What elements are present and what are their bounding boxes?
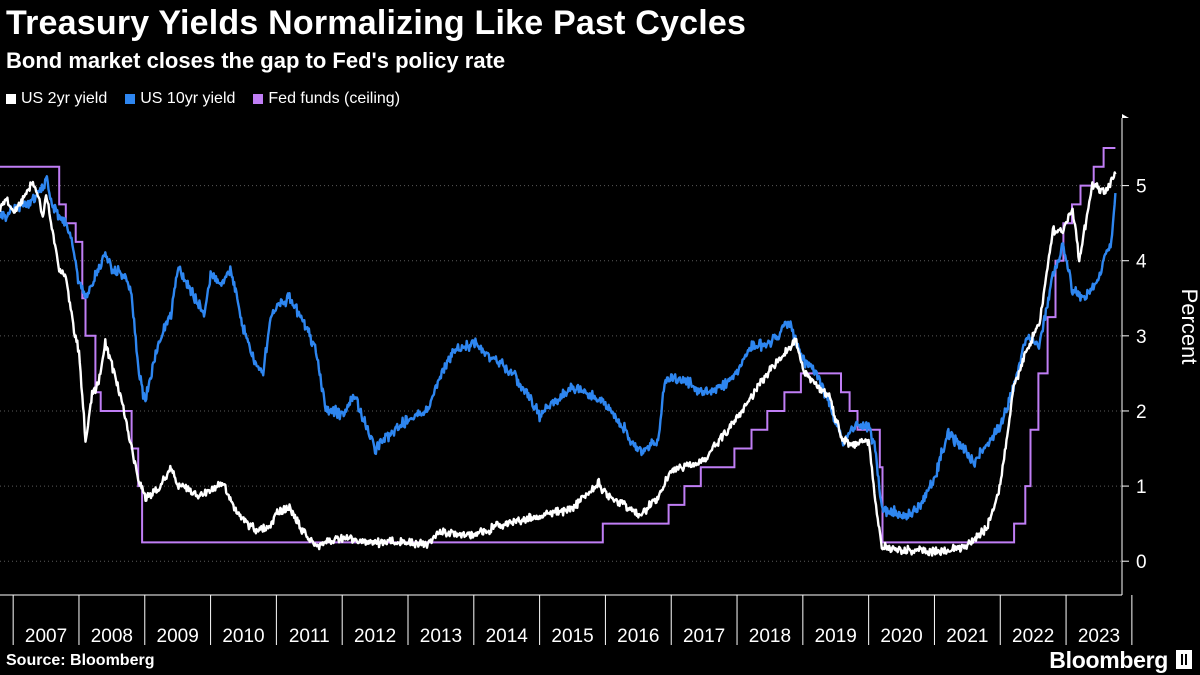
legend-item-fed-funds: Fed funds (ceiling): [253, 90, 400, 108]
y-tick-label-5: 5: [1136, 177, 1147, 198]
chart-legend: US 2yr yield US 10yr yield Fed funds (ce…: [6, 90, 400, 108]
chart-subtitle: Bond market closes the gap to Fed's poli…: [6, 48, 506, 73]
x-tick-label-2015: 2015: [551, 626, 593, 647]
legend-item-10yr: US 10yr yield: [125, 90, 235, 108]
x-tick-label-2008: 2008: [91, 626, 133, 647]
y-tick-label-0: 0: [1136, 552, 1147, 573]
x-tick-label-2022: 2022: [1012, 626, 1054, 647]
y-tick-label-4: 4: [1136, 252, 1147, 273]
x-tick-label-2016: 2016: [617, 626, 659, 647]
x-tick-label-2019: 2019: [815, 626, 857, 647]
legend-swatch-fed-funds: [253, 94, 264, 104]
x-tick-label-2023: 2023: [1078, 626, 1120, 647]
legend-item-2yr: US 2yr yield: [6, 90, 107, 108]
x-tick-label-2017: 2017: [683, 626, 725, 647]
bloomberg-logo: Bloomberg: [1049, 647, 1168, 673]
y-axis-arrow-icon: [1122, 114, 1129, 118]
y-tick-label-2: 2: [1136, 402, 1147, 423]
y-tick-label-1: 1: [1136, 477, 1147, 498]
source-note: Source: Bloomberg: [6, 652, 155, 669]
x-tick-label-2014: 2014: [486, 626, 529, 647]
x-tick-label-2013: 2013: [420, 626, 462, 647]
chart-title: Treasury Yields Normalizing Like Past Cy…: [6, 4, 747, 42]
legend-label-10yr: US 10yr yield: [140, 90, 236, 107]
x-tick-label-2007: 2007: [25, 626, 67, 647]
y-tick-label-3: 3: [1136, 327, 1147, 348]
bloomberg-mark-icon: [1176, 650, 1192, 669]
series-line-fed-funds: [0, 147, 1116, 544]
x-tick-label-2021: 2021: [946, 626, 988, 647]
y-axis-label: Percent: [1177, 289, 1200, 365]
series-line-us-2yr: [0, 171, 1117, 557]
legend-label-fed-funds: Fed funds (ceiling): [268, 90, 401, 107]
legend-swatch-2yr: [6, 94, 16, 104]
x-tick-label-2009: 2009: [157, 626, 199, 647]
x-tick-label-2020: 2020: [880, 626, 922, 647]
x-tick-label-2012: 2012: [354, 626, 396, 647]
series-line-us-10yr: [0, 175, 1117, 521]
legend-swatch-10yr: [125, 94, 136, 104]
x-tick-label-2010: 2010: [222, 626, 264, 647]
x-tick-label-2018: 2018: [749, 626, 791, 647]
x-tick-label-2011: 2011: [289, 626, 330, 647]
legend-label-2yr: US 2yr yield: [21, 90, 108, 107]
